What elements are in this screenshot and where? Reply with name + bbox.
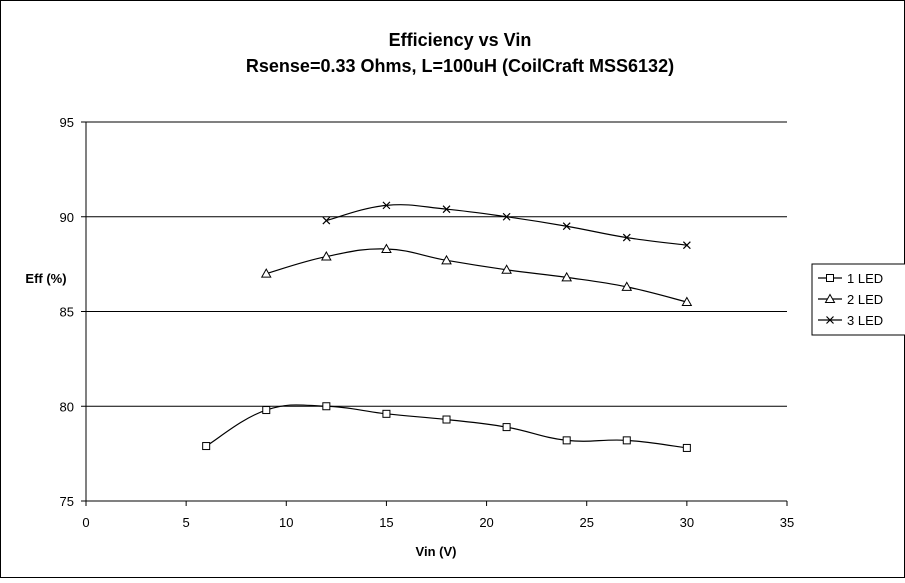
legend-label: 3 LED <box>847 313 883 328</box>
x-tick-label: 25 <box>579 515 593 530</box>
data-point <box>442 205 451 214</box>
data-point <box>501 264 512 274</box>
legend-marker <box>826 274 834 282</box>
y-tick-label: 75 <box>60 494 74 509</box>
data-point <box>502 212 511 221</box>
data-point <box>442 415 451 424</box>
data-point <box>441 254 452 265</box>
series-line <box>266 248 688 303</box>
data-point <box>382 201 391 210</box>
data-point <box>382 409 391 418</box>
y-tick-label: 85 <box>60 305 74 320</box>
plot-area: 75 80 85 90 95 0 5 10 15 20 25 30 35 <box>60 115 795 530</box>
data-point <box>682 241 691 250</box>
data-point <box>562 222 571 231</box>
x-tick-label: 20 <box>479 515 493 530</box>
data-point <box>622 233 631 242</box>
legend-label: 2 LED <box>847 292 883 307</box>
y-tick-label: 95 <box>60 115 74 130</box>
data-point <box>682 443 691 452</box>
series-2-led <box>260 243 693 307</box>
series-3-led <box>322 201 691 250</box>
y-axis-label: Eff (%) <box>25 271 66 286</box>
chart-subtitle: Rsense=0.33 Ohms, L=100uH (CoilCraft MSS… <box>246 56 674 76</box>
y-tick-label: 90 <box>60 210 74 225</box>
data-point <box>202 442 211 451</box>
data-point <box>561 271 573 282</box>
x-tick-label: 10 <box>279 515 293 530</box>
x-tick-label: 35 <box>780 515 794 530</box>
data-point <box>262 406 271 415</box>
data-point <box>322 216 331 225</box>
x-axis-label: Vin (V) <box>416 544 457 559</box>
x-tick-label: 0 <box>82 515 89 530</box>
data-point <box>322 402 331 411</box>
data-point <box>562 436 571 445</box>
data-point <box>260 268 272 278</box>
data-point <box>502 423 511 432</box>
data-point <box>320 251 332 261</box>
y-tick-label: 80 <box>60 399 74 414</box>
x-tick-label: 5 <box>183 515 190 530</box>
data-point <box>381 243 392 253</box>
data-point <box>622 436 631 445</box>
legend-marker <box>824 293 836 303</box>
data-point <box>681 296 693 307</box>
data-point <box>621 281 633 291</box>
legend: 1 LED 2 LED 3 LED <box>811 263 905 336</box>
legend-marker <box>826 316 834 324</box>
legend-label: 1 LED <box>847 271 883 286</box>
x-tick-label: 30 <box>680 515 694 530</box>
series-1-led <box>202 402 691 452</box>
x-tick-label: 15 <box>379 515 393 530</box>
chart-title: Efficiency vs Vin <box>389 30 532 50</box>
